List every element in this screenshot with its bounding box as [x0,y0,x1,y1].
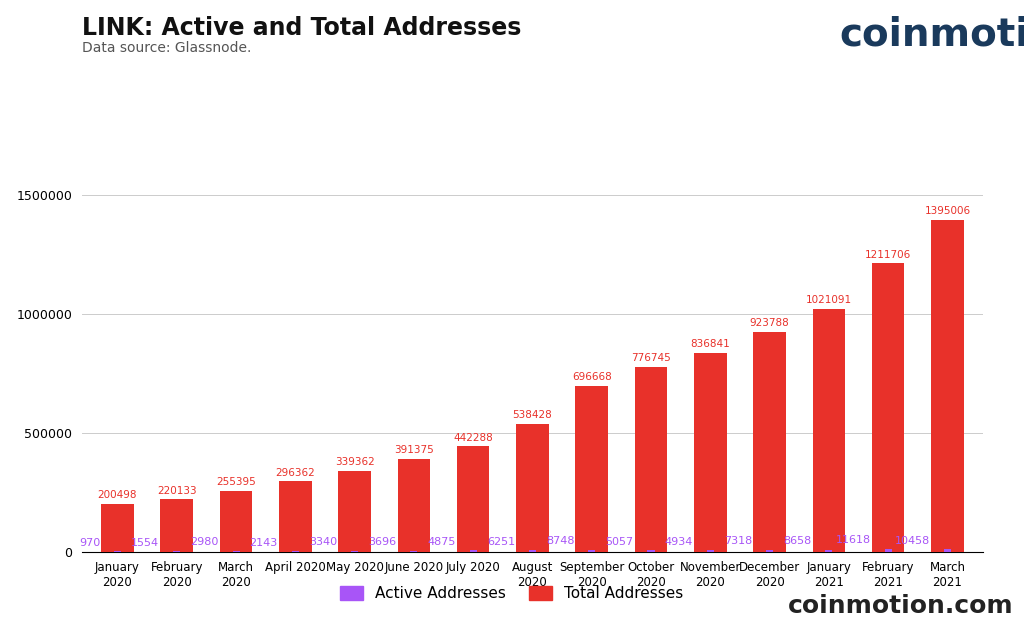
Text: 391375: 391375 [394,445,434,455]
Bar [338,471,371,552]
Bar [707,550,714,552]
Text: 339362: 339362 [335,457,375,467]
Text: 696668: 696668 [571,372,611,382]
Text: 4875: 4875 [427,537,456,547]
Text: 1211706: 1211706 [865,250,911,260]
Bar [101,504,134,552]
Text: 538428: 538428 [513,410,552,420]
Bar [635,367,668,552]
Bar [232,551,240,552]
Bar [411,551,418,552]
Bar [871,264,904,552]
Text: 836841: 836841 [690,339,730,349]
Text: 1021091: 1021091 [806,295,852,305]
Bar [351,551,358,552]
Text: 923788: 923788 [750,318,790,328]
Text: 8748: 8748 [546,536,574,546]
Bar [220,491,252,552]
Text: 2143: 2143 [250,538,278,548]
Bar [575,386,608,552]
Text: 442288: 442288 [454,433,494,443]
Bar [766,550,773,552]
Text: coinmotion.com: coinmotion.com [788,594,1014,618]
Bar [529,550,536,552]
Text: LINK: Active and Total Addresses: LINK: Active and Total Addresses [82,16,521,40]
Text: 255395: 255395 [216,477,256,488]
Text: 200498: 200498 [97,490,137,500]
Bar [470,550,477,552]
Bar [516,424,549,552]
Bar [588,550,595,552]
Text: 10458: 10458 [895,536,930,545]
Text: 1395006: 1395006 [925,206,971,216]
Bar [694,353,727,552]
Bar [944,549,951,552]
Text: 3696: 3696 [369,537,396,547]
Text: 2980: 2980 [190,537,218,547]
Bar [647,550,654,552]
Text: 1554: 1554 [131,538,160,548]
Bar [397,458,430,552]
Text: 11618: 11618 [836,535,870,545]
Legend: Active Addresses, Total Addresses: Active Addresses, Total Addresses [334,580,690,607]
Text: coinmotion: coinmotion [840,16,1024,54]
Bar [931,220,964,552]
Bar [885,549,892,552]
Bar [825,550,833,552]
Text: 776745: 776745 [631,353,671,363]
Text: 3340: 3340 [309,537,337,547]
Text: 5057: 5057 [605,537,634,547]
Bar [813,309,845,552]
Text: 4934: 4934 [665,537,693,547]
Text: 6251: 6251 [486,536,515,547]
Bar [754,332,786,552]
Text: 220133: 220133 [157,486,197,496]
Text: 296362: 296362 [275,467,315,477]
Bar [161,499,194,552]
Text: Data source: Glassnode.: Data source: Glassnode. [82,41,251,55]
Text: 8658: 8658 [783,536,811,546]
Text: 970: 970 [79,538,100,548]
Bar [279,481,311,552]
Bar [457,446,489,552]
Text: 7318: 7318 [724,536,752,547]
